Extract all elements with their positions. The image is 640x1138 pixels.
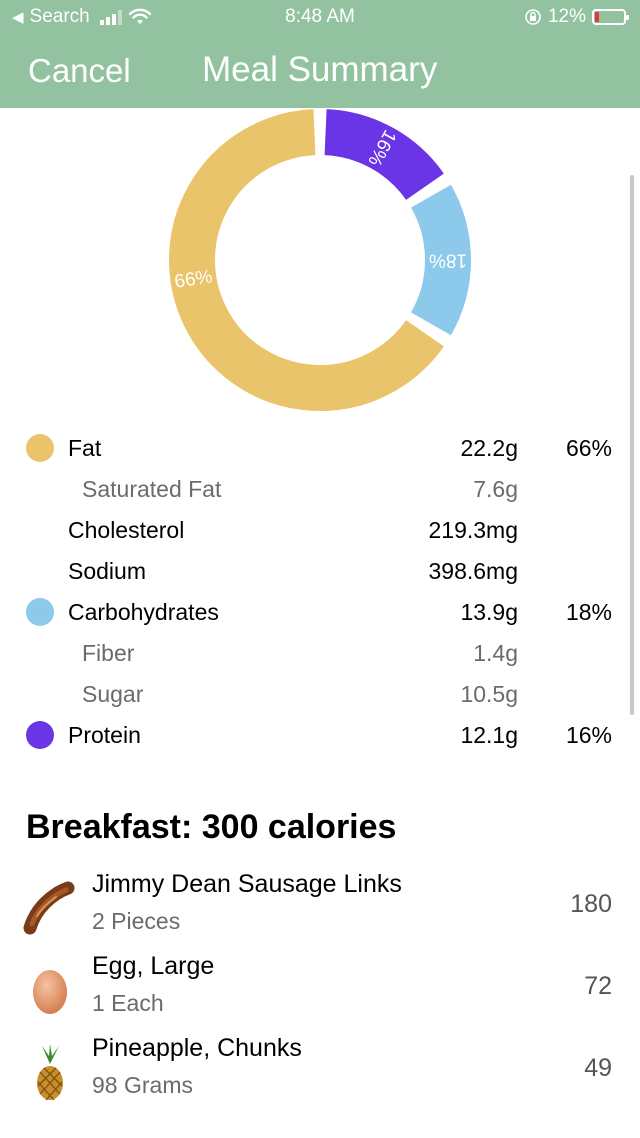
- food-name: Jimmy Dean Sausage Links: [92, 870, 402, 898]
- nutrition-row: Carbohydrates 13.9g 18%: [0, 592, 640, 632]
- donut-slice-protein: [323, 109, 444, 201]
- wifi-icon: [128, 8, 151, 24]
- battery-percent: 12%: [547, 6, 586, 27]
- nutrient-percent: 16%: [565, 722, 612, 748]
- donut-label-carbohydrates: 18%: [429, 250, 467, 271]
- nutrient-percent: 66%: [565, 435, 612, 461]
- food-item-sausage[interactable]: Jimmy Dean Sausage Links 2 Pieces 180: [0, 868, 640, 946]
- protein-legend-dot: [26, 721, 54, 749]
- macro-donut-chart: 16%18%66%: [169, 109, 471, 411]
- nutrient-amount: 13.9g: [460, 599, 518, 625]
- nutrient-amount: 10.5g: [460, 681, 518, 707]
- nutrient-amount: 12.1g: [460, 722, 518, 748]
- egg-icon: [33, 970, 67, 1014]
- nutrient-label: Protein: [68, 722, 141, 748]
- page-title: Meal Summary: [202, 50, 438, 89]
- nutrient-amount: 22.2g: [460, 435, 518, 461]
- nutrient-amount: 7.6g: [473, 476, 518, 502]
- nutrition-row: Sodium 398.6mg: [0, 551, 640, 591]
- nutrient-amount: 1.4g: [473, 640, 518, 666]
- fat-legend-dot: [26, 434, 54, 462]
- back-app-label: Search: [29, 6, 90, 27]
- carbs-legend-dot: [26, 598, 54, 626]
- orientation-lock-icon: [525, 9, 541, 25]
- header: ◀ Search 8:48 AM 12% Cancel Meal Summary: [0, 0, 640, 108]
- food-name: Pineapple, Chunks: [92, 1034, 302, 1062]
- nav-bar: Cancel Meal Summary: [0, 44, 640, 100]
- nutrient-label: Carbohydrates: [68, 599, 219, 625]
- nutrient-label: Cholesterol: [68, 517, 185, 543]
- food-item-egg[interactable]: Egg, Large 1 Each 72: [0, 950, 640, 1028]
- nutrient-label: Fiber: [82, 640, 135, 666]
- back-arrow-icon: ◀: [12, 9, 24, 26]
- nutrition-row: Fiber 1.4g: [0, 633, 640, 673]
- cellular-signal-icon: [99, 9, 122, 25]
- status-right: 12%: [524, 6, 629, 28]
- food-calories: 180: [570, 890, 612, 918]
- food-quantity: 98 Grams: [92, 1072, 193, 1098]
- nutrient-label: Sugar: [82, 681, 144, 707]
- clock: 8:48 AM: [285, 6, 355, 27]
- food-item-pineapple[interactable]: Pineapple, Chunks 98 Grams 49: [0, 1032, 640, 1110]
- donut-slice-fat: [169, 109, 444, 411]
- food-quantity: 1 Each: [92, 990, 164, 1016]
- scrollbar[interactable]: [630, 175, 634, 715]
- food-name: Egg, Large: [92, 952, 215, 980]
- nutrition-row: Protein 12.1g 16%: [0, 715, 640, 755]
- nutrient-percent: 18%: [565, 599, 612, 625]
- food-calories: 49: [584, 1054, 612, 1082]
- nutrient-amount: 219.3mg: [428, 517, 518, 543]
- nutrition-row: Fat 22.2g 66%: [0, 428, 640, 468]
- pineapple-icon: [37, 1044, 63, 1101]
- breakfast-title: Breakfast: 300 calories: [26, 808, 397, 846]
- nutrition-row: Sugar 10.5g: [0, 674, 640, 714]
- cancel-button[interactable]: Cancel: [28, 52, 131, 89]
- nutrient-amount: 398.6mg: [428, 558, 518, 584]
- nutrient-label: Fat: [68, 435, 102, 461]
- back-to-app[interactable]: ◀ Search: [12, 6, 152, 28]
- nutrition-row: Saturated Fat 7.6g: [0, 469, 640, 509]
- nutrition-row: Cholesterol 219.3mg: [0, 510, 640, 550]
- nutrient-label: Sodium: [68, 558, 146, 584]
- food-quantity: 2 Pieces: [92, 908, 181, 934]
- nutrient-label: Saturated Fat: [82, 476, 222, 502]
- battery-icon: [592, 9, 629, 25]
- status-bar: ◀ Search 8:48 AM 12%: [0, 0, 640, 36]
- donut-slice-carbohydrates: [410, 184, 471, 336]
- sausage-icon: [23, 881, 75, 935]
- food-calories: 72: [584, 972, 612, 1000]
